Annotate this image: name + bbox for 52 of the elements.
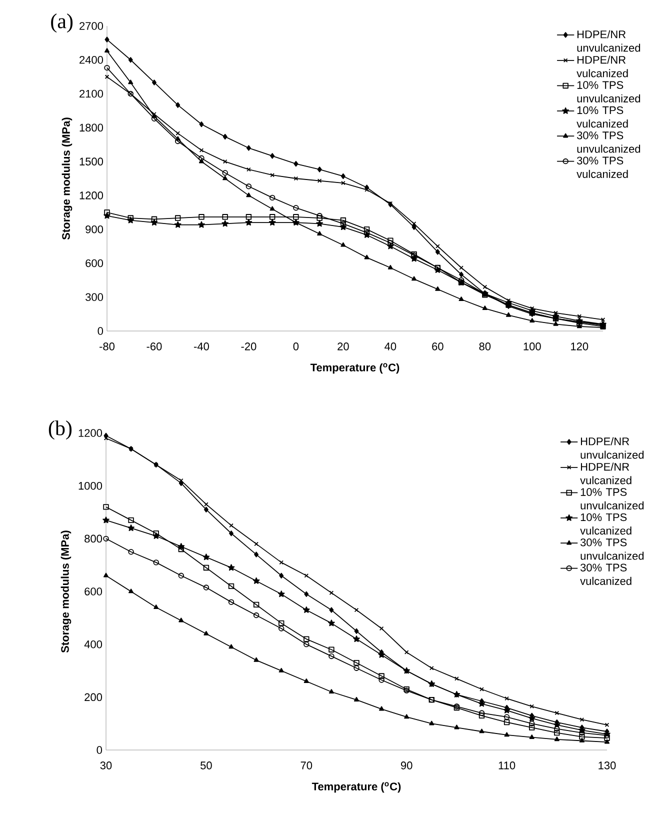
y-tick-label: 200 — [84, 693, 102, 702]
x-tick-label: 90 — [400, 762, 412, 770]
legend-label: HDPE/NR unvulcanized — [580, 437, 644, 459]
x-tick-label: 70 — [300, 762, 312, 770]
y-axis-title: Storage modulus (MPa) — [60, 530, 72, 653]
y-tick-label: 2100 — [80, 90, 103, 98]
x-tick-label: -40 — [194, 342, 209, 350]
legend-label: HDPE/NR vulcanized — [580, 462, 632, 484]
y-tick-label: 1500 — [80, 158, 103, 166]
legend-label: 10% TPS unvulcanized — [577, 81, 640, 102]
x-tick-label: 110 — [498, 762, 516, 770]
x-tick-label: 30 — [100, 762, 112, 770]
y-tick-label: 1800 — [80, 124, 103, 132]
x-tick-label: 20 — [338, 342, 349, 350]
y-tick-label: 600 — [86, 259, 103, 268]
y-tick-label: 800 — [84, 534, 102, 543]
legend-label: 30% TPS unvulcanized — [580, 538, 644, 560]
x-tick-label: 80 — [479, 342, 491, 350]
legend-label: 10% TPS vulcanized — [576, 106, 628, 128]
x-tick-label: 40 — [384, 342, 396, 350]
x-tick-label: -20 — [241, 342, 256, 350]
legend-label: 10% TPS unvulcanized — [580, 488, 644, 510]
chart-title: (a) — [51, 14, 73, 33]
legend-label: 30% TPS vulcanized — [580, 564, 632, 585]
y-tick-label: 2400 — [80, 56, 103, 64]
x-tick-label: 120 — [571, 342, 588, 350]
legend-label: HDPE/NR vulcanized — [576, 56, 628, 78]
y-tick-label: 600 — [84, 588, 102, 596]
legend-label: 30% TPS unvulcanized — [576, 132, 640, 153]
chart-title: (b) — [48, 420, 72, 440]
legend-label: HDPE/NR unvulcanized — [577, 30, 640, 52]
y-tick-label: 1200 — [80, 192, 103, 200]
y-tick-label: 1000 — [78, 482, 102, 490]
x-tick-label: 0 — [293, 342, 299, 350]
x-tick-label: -60 — [146, 342, 162, 350]
y-tick-label: 1200 — [78, 429, 102, 437]
x-tick-label: 60 — [432, 342, 444, 350]
y-axis-title: Storage modulus (MPa) — [62, 118, 72, 240]
x-axis-title: Temperature ($^{o}$C) — [312, 782, 401, 793]
y-tick-label: 300 — [86, 293, 103, 301]
x-tick-label: -80 — [100, 342, 114, 350]
x-tick-label: 130 — [598, 762, 616, 770]
legend-label: 30% TPS vulcanized — [576, 156, 628, 178]
y-tick-label: 900 — [86, 225, 103, 234]
legend-label: 10% TPS vulcanized — [580, 513, 632, 535]
x-tick-label: 50 — [200, 762, 212, 770]
y-tick-label: 400 — [84, 640, 102, 648]
y-tick-label: 2700 — [80, 22, 103, 30]
y-tick-label: 0 — [96, 746, 102, 754]
x-tick-label: 100 — [524, 342, 541, 350]
y-tick-label: 0 — [98, 327, 103, 335]
x-axis-title: Temperature ($^{o}$C) — [310, 363, 400, 374]
